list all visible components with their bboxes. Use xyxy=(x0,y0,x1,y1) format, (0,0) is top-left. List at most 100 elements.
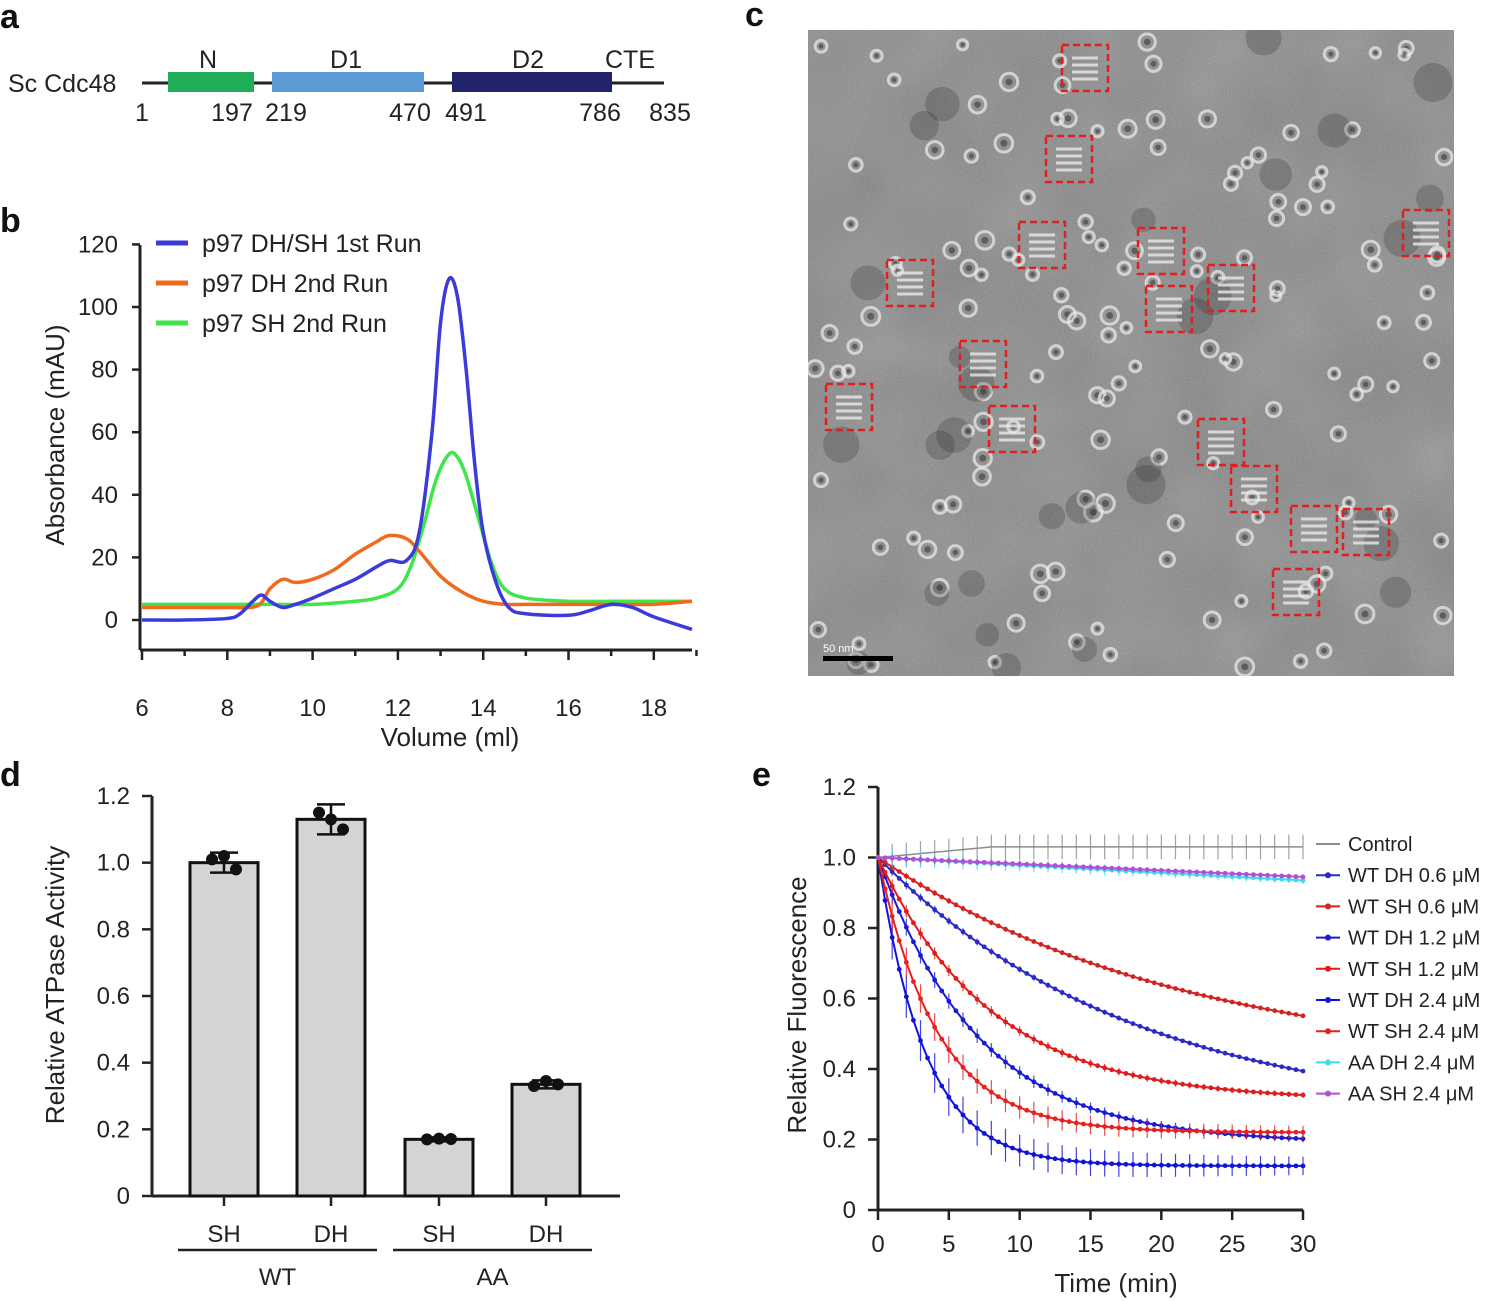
particle-core xyxy=(1107,652,1113,658)
particle-core xyxy=(965,264,973,272)
particle-core xyxy=(856,641,862,647)
particle xyxy=(1177,409,1193,425)
particle-core xyxy=(974,101,981,108)
y-tick-label: 0.6 xyxy=(823,986,856,1013)
particle-core xyxy=(1156,454,1162,461)
particle xyxy=(1029,368,1045,384)
x-tick-label: SH xyxy=(422,1221,455,1248)
legend-label: AA DH 2.4 μM xyxy=(1348,1052,1475,1074)
particle xyxy=(1158,550,1176,569)
particle xyxy=(887,255,903,271)
x-axis-title: Volume (ml) xyxy=(381,722,520,752)
particle-core xyxy=(895,268,900,273)
legend-marker xyxy=(1325,997,1331,1003)
particle-core xyxy=(978,473,986,480)
y-tick-label: 0.6 xyxy=(97,983,130,1010)
particle-core xyxy=(1131,247,1138,254)
particle xyxy=(917,539,938,560)
x-tick-label: 14 xyxy=(470,695,497,722)
domain-diagram: Sc Cdc48 N D1 D2 CTE 1 197 219 470 491 786 835 xyxy=(8,46,691,127)
stain-blob xyxy=(958,365,995,402)
stain-blob xyxy=(991,653,1022,676)
particle-selection-box xyxy=(1196,417,1246,467)
particle xyxy=(1099,305,1120,326)
y-tick-label: 0 xyxy=(117,1183,130,1210)
particle-core xyxy=(848,221,854,227)
particle-core xyxy=(1288,129,1295,136)
particle-core xyxy=(1083,219,1089,225)
particle-core xyxy=(846,368,851,374)
group-label: AA xyxy=(476,1264,508,1291)
particle xyxy=(812,472,830,489)
residue-position: 1 xyxy=(135,99,149,127)
particle-selection-box xyxy=(1271,567,1321,617)
particle-core xyxy=(964,304,972,312)
particle xyxy=(1206,456,1221,471)
y-tick-label: 0.8 xyxy=(97,916,130,943)
stain-blob xyxy=(1065,491,1098,524)
domain-d1-label: D1 xyxy=(330,46,362,74)
domain-n-box xyxy=(168,72,254,92)
particle-selection-box xyxy=(1060,43,1110,93)
stain-blob xyxy=(1245,30,1282,56)
particle xyxy=(1190,246,1207,263)
particle-core xyxy=(1133,364,1138,369)
particle xyxy=(1249,146,1268,164)
particle xyxy=(1428,245,1447,264)
particle xyxy=(1052,53,1068,69)
particle-core xyxy=(1150,280,1156,286)
particle-core xyxy=(1025,194,1031,200)
residue-position: 786 xyxy=(579,99,621,127)
particle-core xyxy=(960,42,965,47)
legend-marker xyxy=(1325,1090,1331,1097)
particle-core xyxy=(979,454,987,462)
particle xyxy=(1029,434,1046,451)
particle-selection-box xyxy=(1144,284,1194,334)
legend-label: AA SH 2.4 μM xyxy=(1348,1084,1474,1106)
scale-bar xyxy=(823,656,893,661)
particle-selection-box xyxy=(1044,134,1094,184)
particle xyxy=(924,140,945,160)
particle-selection-box xyxy=(824,382,874,432)
stain-blob xyxy=(1413,63,1453,103)
x-tick-label: 15 xyxy=(1077,1231,1104,1258)
particle-core xyxy=(1105,332,1112,339)
particle-core xyxy=(1255,514,1261,520)
particle-core xyxy=(1064,115,1072,122)
stain-blob xyxy=(958,570,985,597)
particle xyxy=(1128,359,1143,374)
panel-a-label: a xyxy=(0,0,20,36)
particle-core xyxy=(1073,639,1080,646)
particle-core xyxy=(1086,234,1091,240)
legend-marker xyxy=(1325,872,1331,879)
particle xyxy=(1349,387,1364,402)
stain-blob xyxy=(1131,207,1156,232)
residue-position: 197 xyxy=(211,99,253,127)
x-tick-label: 5 xyxy=(942,1231,955,1258)
particle-core xyxy=(1039,590,1046,597)
particle-core xyxy=(1194,268,1199,274)
stain-blob xyxy=(1379,576,1412,608)
y-tick-label: 0.2 xyxy=(823,1127,856,1154)
stain-blob xyxy=(924,581,950,606)
particle-core xyxy=(948,247,956,254)
legend-label: WT DH 1.2 μM xyxy=(1348,928,1480,950)
particle-core xyxy=(1095,128,1100,134)
particle-core xyxy=(1420,319,1427,326)
particle-core xyxy=(1052,568,1060,575)
particle xyxy=(1088,386,1107,405)
particle-selection-box xyxy=(1017,220,1067,270)
replicate-point xyxy=(540,1075,552,1087)
y-axis-title: Absorbance (mAU) xyxy=(40,324,70,545)
particle-core xyxy=(1332,371,1337,376)
particle-core xyxy=(1314,181,1320,188)
particle xyxy=(1102,646,1119,663)
stain-blob xyxy=(1135,456,1162,483)
particle xyxy=(1150,448,1168,466)
data-point xyxy=(1300,1092,1306,1098)
particle-core xyxy=(1362,381,1369,388)
particle-core xyxy=(1099,242,1105,248)
stain-blob xyxy=(936,417,972,453)
particle xyxy=(1282,123,1300,142)
